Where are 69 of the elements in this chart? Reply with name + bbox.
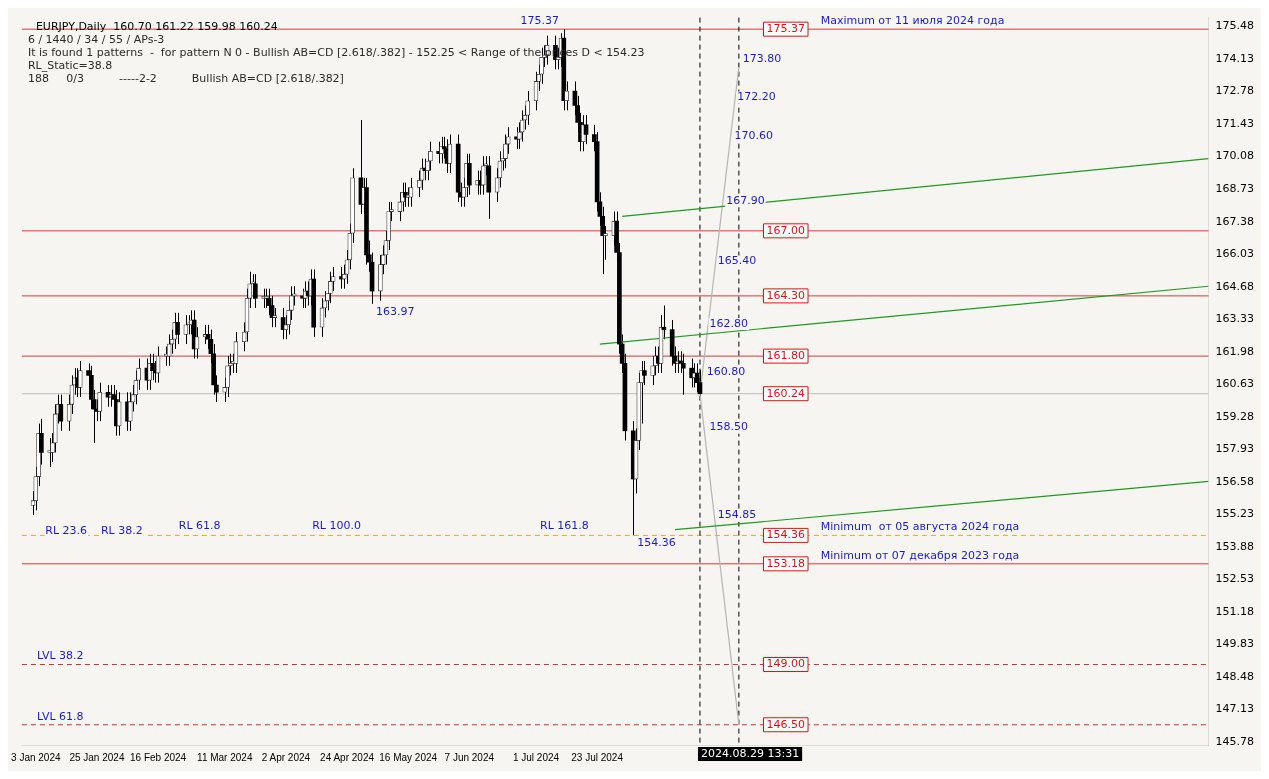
annotation: Minimum от 07 декабря 2023 года (820, 548, 1020, 562)
annotation: 162.80 (709, 316, 749, 330)
annotation: 154.85 (717, 508, 757, 522)
annotation: RL 61.8 (178, 519, 221, 533)
annotation: 170.60 (734, 128, 774, 142)
x-tick-label: 2 Apr 2024 (261, 751, 311, 763)
annotation: LVL 61.8 (37, 709, 84, 723)
y-tick-label: 168.73 (1215, 182, 1255, 196)
y-tick-label: 148.48 (1215, 669, 1255, 683)
ref-line-label: 146.50 (766, 717, 806, 731)
y-tick-label: 167.38 (1215, 214, 1255, 228)
annotation: 154.36 (637, 536, 676, 550)
annotation: 158.50 (709, 420, 749, 434)
annotation: 160.80 (706, 365, 746, 379)
y-tick-label: 149.83 (1215, 637, 1255, 651)
y-tick-label: 155.23 (1215, 507, 1255, 521)
annotation: RL_Static=38.8 (27, 59, 113, 73)
y-tick-label: 156.58 (1215, 474, 1255, 488)
ref-line-label: 161.80 (766, 348, 806, 362)
annotation: RL 100.0 (312, 519, 361, 533)
ref-line-label: 154.36 (766, 528, 806, 542)
ref-line-label: 149.00 (766, 657, 806, 671)
y-tick-label: 159.28 (1215, 409, 1255, 423)
annotation: 175.37 (520, 14, 560, 28)
annotation: 163.97 (376, 304, 415, 318)
ref-line-label: 175.37 (766, 22, 806, 36)
y-tick-label: 172.78 (1215, 84, 1255, 98)
y-tick-label: 163.33 (1215, 312, 1255, 326)
x-tick-label: 11 Mar 2024 (197, 751, 253, 763)
y-tick-label: 161.98 (1215, 344, 1255, 358)
x-tick-label: 16 May 2024 (379, 751, 438, 763)
annotation: Maximum от 11 июля 2024 года (820, 14, 1005, 28)
x-tick-label: 25 Jan 2024 (69, 751, 125, 763)
y-tick-label: 166.03 (1215, 247, 1255, 261)
ref-line-label: 167.00 (766, 223, 806, 237)
annotation: LVL 38.2 (37, 649, 84, 663)
y-tick-label: 171.43 (1215, 116, 1255, 130)
x-tick-label: 3 Jan 2024 (11, 751, 61, 763)
y-tick-label: 160.63 (1215, 377, 1255, 391)
annotation: 167.90 (726, 194, 765, 208)
y-tick-label: 153.88 (1215, 539, 1255, 553)
annotation: Minimum от 05 августа 2024 года (820, 520, 1020, 534)
ref-line-label: 164.30 (766, 288, 806, 302)
y-tick-label: 151.18 (1215, 604, 1255, 618)
x-tick-label: 1 Jul 2024 (512, 751, 560, 763)
annotation: 6 / 1440 / 34 / 55 / APs-3 (27, 33, 165, 47)
ref-line-label: 153.18 (766, 556, 806, 570)
annotation: 172.20 (737, 90, 776, 104)
annotation: RL 161.8 (540, 519, 589, 533)
annotation: RL 23.6 (45, 524, 88, 538)
annotation: 165.40 (717, 254, 757, 268)
ref-line-label: 2024.08.29 13:31 (700, 746, 800, 760)
chart-title: EURJPY,Daily 160.70 161.22 159.98 160.24 (35, 20, 278, 34)
y-tick-label: 157.93 (1215, 442, 1255, 456)
annotation: 188 0/3 -----2-2 Bullish AB=CD [2.618/.382] (27, 72, 344, 86)
y-tick-label: 152.53 (1215, 572, 1255, 586)
y-tick-label: 164.68 (1215, 279, 1255, 293)
annotation: 173.80 (742, 51, 782, 65)
y-tick-label: 147.13 (1215, 702, 1255, 716)
y-tick-label: 145.78 (1215, 734, 1255, 748)
annotation: RL 38.2 (100, 524, 143, 538)
y-tick-label: 170.08 (1215, 149, 1255, 163)
ref-line-label: 160.24 (766, 386, 806, 400)
x-tick-label: 23 Jul 2024 (571, 751, 624, 763)
y-tick-label: 175.48 (1215, 19, 1255, 33)
x-tick-label: 24 Apr 2024 (320, 751, 375, 763)
x-tick-label: 7 Jun 2024 (444, 751, 495, 763)
x-tick-label: 16 Feb 2024 (129, 751, 187, 763)
y-tick-label: 174.13 (1215, 51, 1255, 65)
